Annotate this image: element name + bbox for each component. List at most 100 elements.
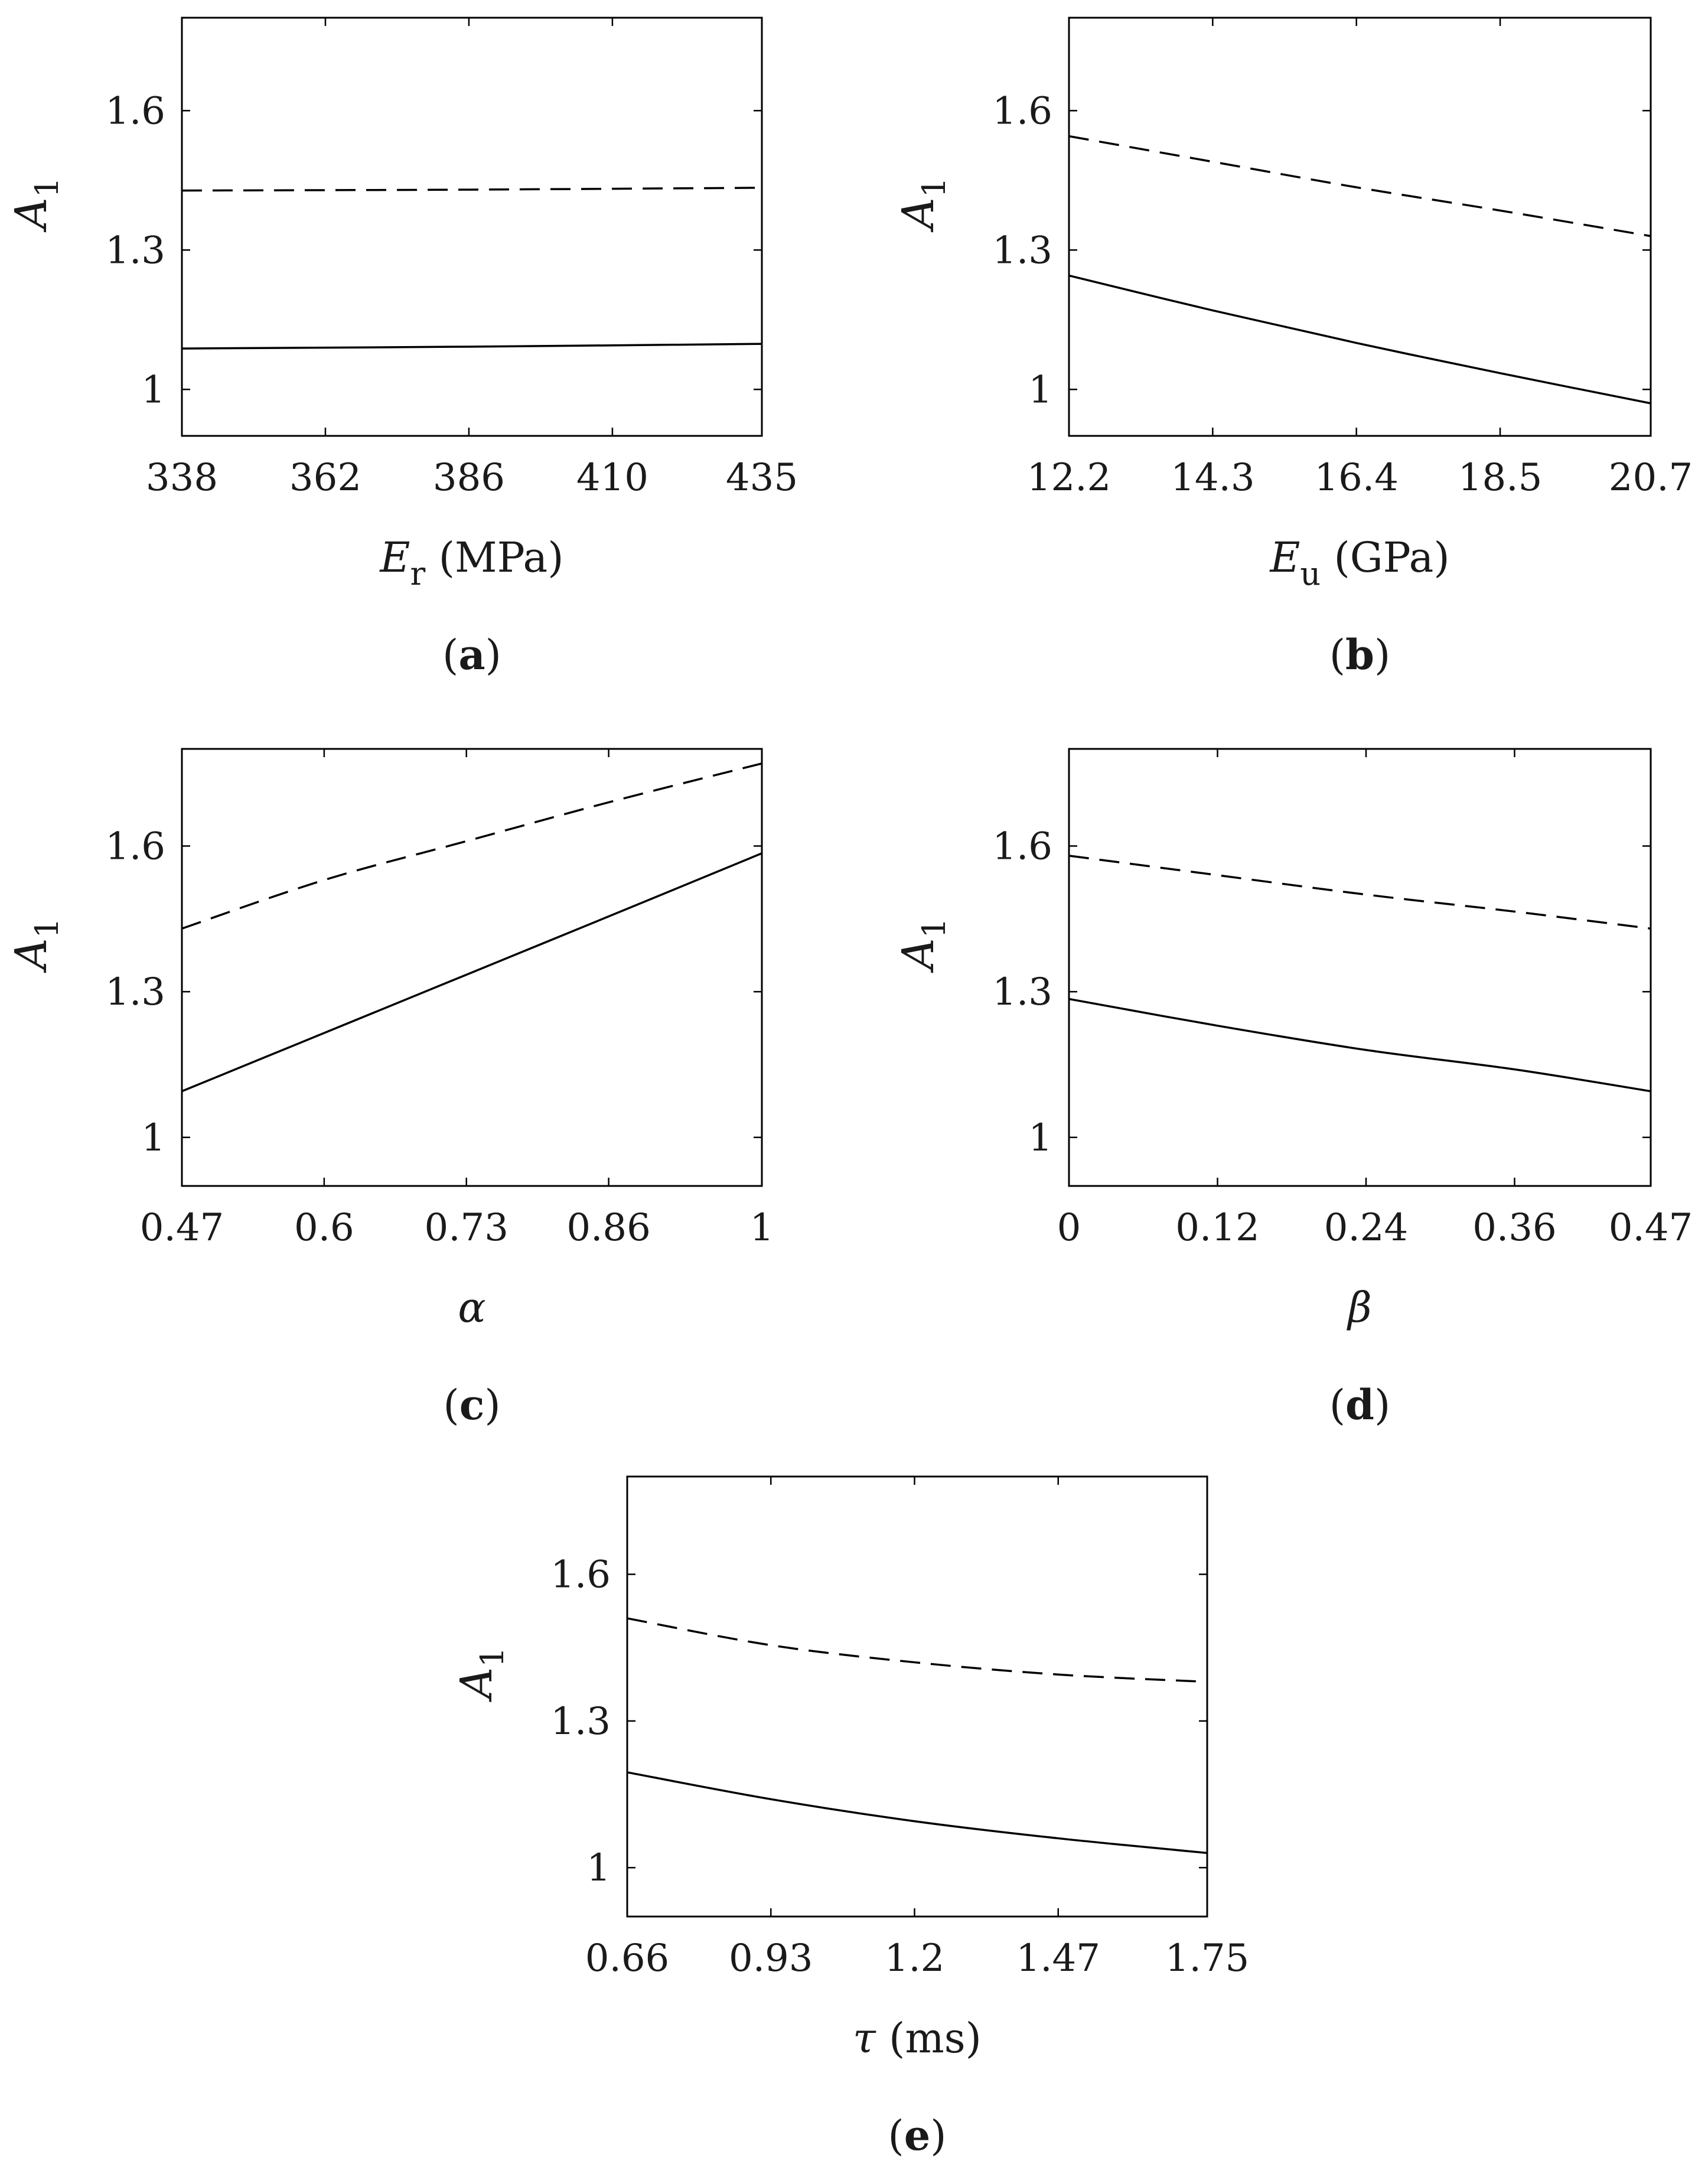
x-axis-label: α [458,1283,485,1332]
panel-caption-close: ) [1374,631,1390,679]
panel-caption-open: ( [1329,631,1345,679]
x-tick-label: 0.6 [294,1206,354,1250]
panel-caption: (e) [888,2111,946,2160]
panel-caption: (d) [1329,1380,1391,1429]
series-line-dashed [627,1617,1208,1683]
panel-caption-open: ( [443,1381,459,1429]
y-tick-label: 1.6 [550,1553,611,1597]
x-tick-label: 0.47 [1609,1206,1693,1250]
x-tick-label: 20.7 [1609,456,1693,500]
y-axis-label: A1 [451,1647,511,1703]
y-axis-label: A1 [6,177,66,233]
x-tick-label: 0.12 [1175,1206,1260,1250]
y-tick-label: 1 [141,1116,165,1160]
x-tick-label: 410 [576,456,648,500]
x-tick-label: 0.36 [1472,1206,1557,1250]
y-axis-label-symbol: A [6,938,57,973]
x-axis-label-unit: (GPa) [1321,533,1449,582]
x-tick-label: 0.24 [1324,1206,1409,1250]
panel-caption-close: ) [1374,1381,1390,1429]
x-axis-label: Er (MPa) [379,533,563,592]
x-axis-label: β [1346,1283,1371,1332]
x-axis-label-unit: (MPa) [425,533,563,582]
axes-frame [181,17,763,437]
x-tick-label: 12.2 [1027,456,1111,500]
series-line-dashed [181,187,762,192]
x-tick-label: 0.73 [424,1206,509,1250]
y-tick-label: 1.3 [105,970,165,1014]
panel-caption-letter: d [1345,1380,1374,1429]
series-line-solid [181,343,762,350]
y-tick-label: 1.3 [992,970,1052,1014]
x-tick-label: 0.93 [729,1937,813,1980]
y-axis-label-symbol: A [6,197,57,232]
y-axis-label: A1 [893,918,953,973]
y-axis-label-subscript: 1 [28,177,66,197]
series-line-dashed [1068,855,1651,930]
y-tick-label: 1.3 [105,229,165,272]
panel-caption-close: ) [930,2111,946,2160]
series-line-solid [627,1771,1208,1855]
panel-d: 1 1.3 1.6 0 0.12 0.24 0.36 0.47 A1 β (d) [893,748,1693,1429]
axes-frame [1068,17,1652,437]
x-tick-label: 18.5 [1458,456,1543,500]
panel-caption-letter: b [1345,630,1374,679]
x-tick-label: 0 [1057,1206,1081,1250]
x-tick-label: 1.75 [1165,1937,1250,1980]
x-axis-label-symbol: α [458,1283,485,1332]
y-tick-label: 1 [1028,1116,1052,1160]
x-tick-label: 1 [750,1206,774,1250]
x-tick-label: 14.3 [1171,456,1255,500]
y-tick-label: 1.6 [105,824,165,868]
series-line-dashed [1068,135,1651,237]
y-tick-label: 1.3 [550,1700,611,1743]
y-tick-label: 1 [141,368,165,412]
y-axis-label-subscript: 1 [28,918,66,938]
y-tick-label: 1.6 [105,89,165,133]
y-axis-label-subscript: 1 [474,1647,511,1667]
y-axis-label-symbol: A [893,197,944,232]
x-tick-label: 338 [146,456,218,500]
y-tick-label: 1.6 [992,89,1052,133]
series-line-solid [181,852,762,1093]
y-axis-label-subscript: 1 [915,177,953,197]
y-axis-label-subscript: 1 [915,918,953,938]
panel-caption: (b) [1329,630,1391,679]
series-line-solid [1068,274,1651,405]
y-axis-label: A1 [6,918,66,973]
panel-caption: (c) [443,1380,500,1429]
y-tick-label: 1 [586,1846,611,1890]
x-axis-label: τ (ms) [853,2014,982,2062]
series-line-solid [1068,998,1651,1093]
x-tick-label: 0.66 [585,1937,670,1980]
x-axis-label-symbol: E [379,533,410,582]
x-axis-label-symbol: τ [853,2014,876,2062]
x-tick-label: 1.2 [885,1937,945,1980]
series-line-dashed [181,762,762,930]
x-tick-label: 0.86 [566,1206,651,1250]
x-axis-label-symbol: E [1269,533,1300,582]
panel-caption-open: ( [442,631,458,679]
panel-caption-open: ( [888,2111,904,2160]
y-tick-label: 1.6 [992,824,1052,868]
axes-frame [1068,748,1652,1187]
y-tick-label: 1.3 [992,229,1052,272]
y-tick-label: 1 [1028,368,1052,412]
x-axis-label-subscript: u [1300,555,1321,592]
axes-frame [181,748,763,1187]
x-axis-label: Eu (GPa) [1269,533,1449,592]
y-axis-label: A1 [893,177,953,233]
panel-caption-close: ) [485,631,501,679]
x-tick-label: 435 [726,456,798,500]
panel-caption: (a) [442,630,501,679]
axes-frame [626,1475,1208,1918]
y-axis-label-symbol: A [451,1667,502,1702]
x-axis-label-symbol: β [1346,1283,1371,1332]
x-axis-label-unit: (ms) [876,2014,982,2062]
x-tick-label: 1.47 [1016,1937,1100,1980]
